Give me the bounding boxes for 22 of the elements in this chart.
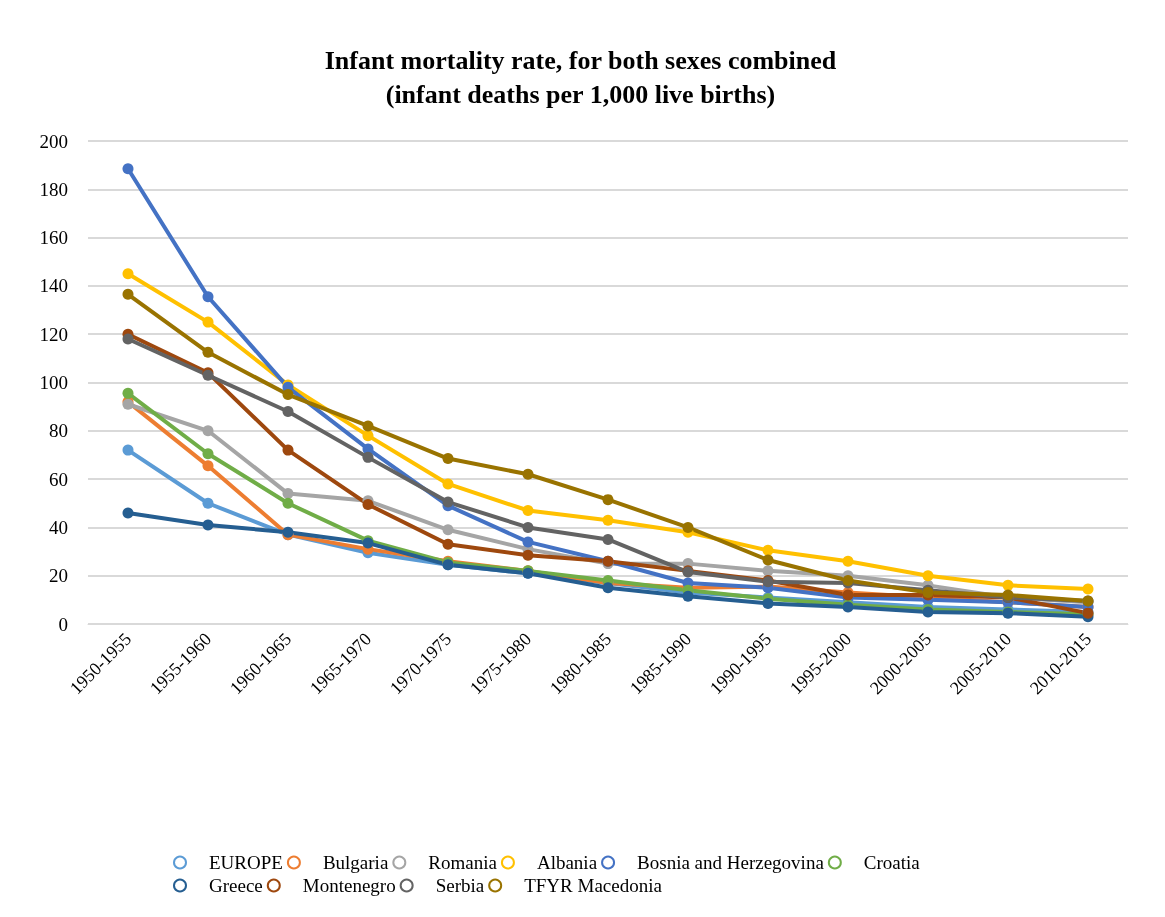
y-tick-label: 40 [49,516,68,538]
y-tick-label: 120 [39,323,68,345]
y-tick-label: 100 [39,372,68,393]
y-tick-label: 20 [49,565,68,587]
y-tick-label: 200 [39,130,68,152]
legend-label: Croatia [863,852,921,873]
y-tick-label: 60 [49,468,68,490]
legend-label: Serbia [435,875,485,896]
legend-label: Bulgaria [322,852,389,873]
chart-title: Infant mortality rate, for both sexes combined (infant deaths per 1,000 live births) [324,45,837,109]
legend-label: Greece [209,875,263,896]
legend-label: Montenegro [302,875,396,896]
y-tick-label: 0 [58,613,68,635]
legend-label: TFYR Macedonia [524,875,663,896]
legend-label: Bosnia and Herzegovina [637,852,825,873]
legend-label: EUROPE [209,852,283,873]
legend-label: Romania [428,852,498,873]
y-tick-label: 180 [39,178,68,200]
y-tick-label: 80 [49,420,68,442]
legend-label: Albania [536,852,598,873]
y-tick-label: 140 [39,275,68,297]
y-tick-label: 160 [39,227,68,249]
